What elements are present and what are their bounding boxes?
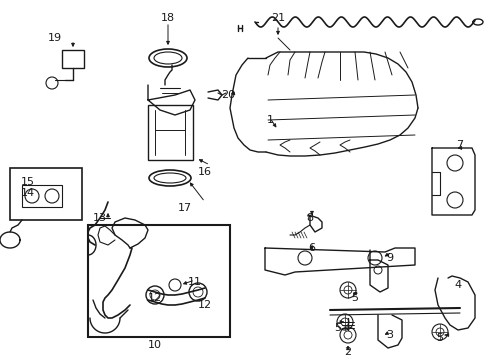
Text: 11: 11: [187, 277, 202, 287]
Text: 7: 7: [455, 140, 463, 150]
Text: 10: 10: [148, 340, 162, 350]
Bar: [62, 50, 84, 68]
Text: 8: 8: [306, 213, 313, 223]
Text: 13: 13: [93, 213, 107, 223]
Bar: [22, 185, 62, 207]
Text: 19: 19: [48, 33, 62, 43]
Text: 17: 17: [178, 203, 192, 213]
Text: 6: 6: [308, 243, 315, 253]
Text: 12: 12: [198, 300, 212, 310]
Text: 5: 5: [436, 333, 443, 343]
Text: 5: 5: [334, 323, 341, 333]
Text: 21: 21: [270, 13, 285, 23]
Text: 5: 5: [351, 293, 358, 303]
Text: 9: 9: [386, 253, 393, 263]
Text: 18: 18: [161, 13, 175, 23]
Bar: [88, 225, 229, 337]
Text: 3: 3: [386, 330, 393, 340]
Text: 20: 20: [221, 90, 235, 100]
Text: 2: 2: [344, 347, 351, 357]
Bar: [10, 168, 82, 220]
Text: 12: 12: [148, 293, 162, 303]
Text: 4: 4: [453, 280, 461, 290]
Text: 15: 15: [21, 177, 35, 187]
Text: 1: 1: [266, 115, 273, 125]
Text: 16: 16: [198, 167, 212, 177]
Text: 14: 14: [21, 188, 35, 198]
Bar: [148, 105, 193, 160]
